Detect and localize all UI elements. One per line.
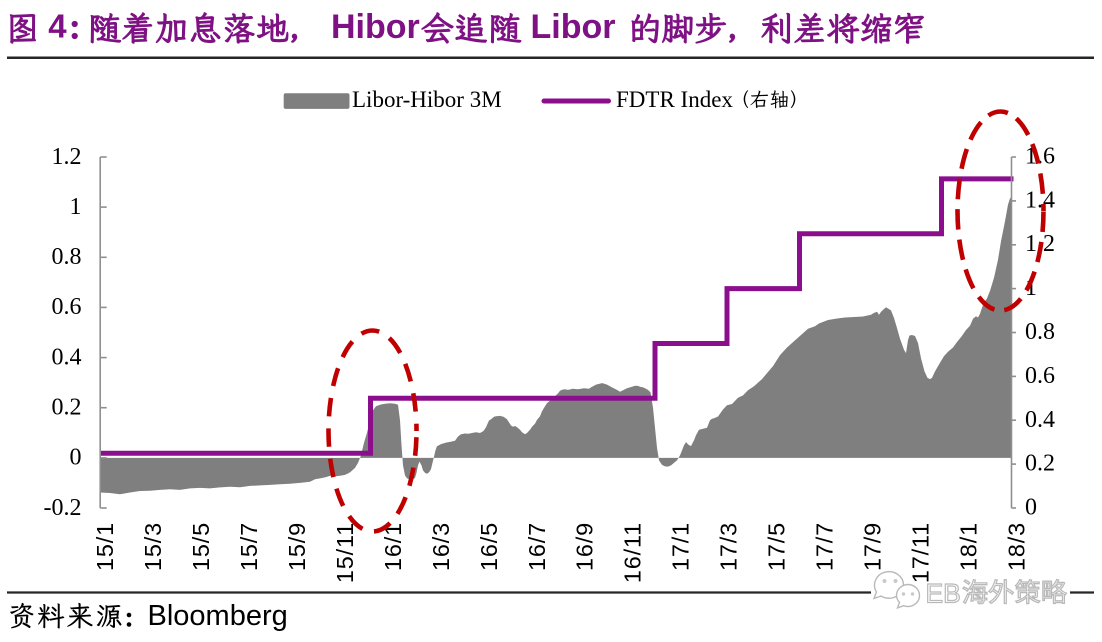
- svg-text:Hibor: Hibor: [331, 8, 420, 46]
- svg-text:16/7: 16/7: [524, 522, 550, 571]
- svg-text:1.2: 1.2: [52, 144, 82, 170]
- svg-text:1: 1: [1025, 275, 1037, 301]
- svg-text:15/9: 15/9: [284, 522, 310, 571]
- svg-text:0.6: 0.6: [52, 294, 82, 320]
- svg-text:1.4: 1.4: [1025, 187, 1055, 213]
- svg-text:17/7: 17/7: [812, 522, 838, 571]
- svg-text:FDTR Index: FDTR Index: [616, 87, 733, 112]
- svg-text:16/5: 16/5: [476, 522, 502, 571]
- svg-text:15/5: 15/5: [188, 522, 214, 571]
- svg-text:15/11: 15/11: [332, 522, 358, 583]
- svg-text:17/3: 17/3: [716, 522, 742, 571]
- svg-text:0.6: 0.6: [1025, 363, 1055, 389]
- svg-text:16/9: 16/9: [572, 522, 598, 571]
- svg-text:0.4: 0.4: [52, 344, 82, 370]
- svg-text:18/1: 18/1: [955, 522, 981, 571]
- svg-text:15/3: 15/3: [140, 522, 166, 571]
- svg-text:0.2: 0.2: [52, 395, 82, 421]
- svg-text:16/11: 16/11: [620, 522, 646, 583]
- svg-text:1: 1: [70, 194, 82, 220]
- svg-text:15/7: 15/7: [236, 522, 262, 571]
- svg-text:0.8: 0.8: [52, 244, 82, 270]
- svg-text:0: 0: [70, 445, 82, 471]
- svg-text:Bloomberg: Bloomberg: [148, 600, 288, 632]
- svg-text:17/9: 17/9: [860, 522, 886, 571]
- svg-text:EB: EB: [926, 579, 961, 609]
- svg-text:Libor: Libor: [531, 8, 616, 46]
- svg-text:-0.2: -0.2: [44, 495, 82, 521]
- svg-text:0: 0: [1025, 495, 1037, 521]
- svg-text:0.2: 0.2: [1025, 451, 1055, 477]
- svg-text:18/3: 18/3: [1003, 522, 1029, 571]
- svg-text:17/11: 17/11: [908, 522, 934, 583]
- svg-text:17/5: 17/5: [764, 522, 790, 571]
- svg-text:Libor-Hibor 3M: Libor-Hibor 3M: [352, 87, 502, 112]
- svg-text:0.8: 0.8: [1025, 319, 1055, 345]
- svg-text:1.6: 1.6: [1025, 144, 1055, 170]
- svg-text:0.4: 0.4: [1025, 407, 1055, 433]
- svg-text:4: 4: [48, 8, 67, 45]
- svg-text:17/1: 17/1: [668, 522, 694, 571]
- svg-text:16/3: 16/3: [428, 522, 454, 571]
- svg-text:15/1: 15/1: [92, 522, 118, 571]
